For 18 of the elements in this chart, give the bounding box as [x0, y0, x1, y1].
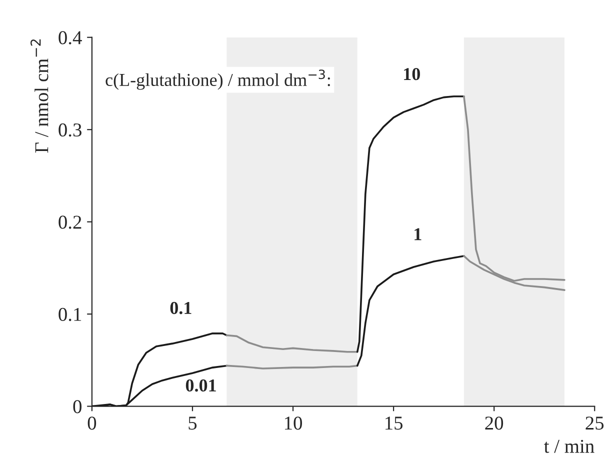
annotation: 1 — [414, 228, 422, 240]
x-axis-title: t / min — [544, 440, 594, 453]
annotation: 10 — [404, 68, 420, 80]
x-tick-label: 20 — [485, 416, 504, 430]
y-tick-label: 0.1 — [58, 308, 82, 322]
x-tick-label: 0 — [88, 416, 96, 430]
x-tick-label: 5 — [188, 416, 197, 430]
x-tick-label: 15 — [386, 416, 403, 430]
y-axis-title: Γ / nmol cm$^{−2}$ — [30, 39, 48, 153]
annotation: 0.1 — [170, 302, 192, 314]
x-tick-label: 25 — [586, 416, 604, 430]
annotation: c(L-glutathione) / mmol dm$^{−3}$: — [106, 70, 330, 90]
y-tick-label: 0.2 — [58, 216, 82, 229]
annotation: 0.01 — [186, 379, 216, 392]
y-tick-label: 0 — [73, 400, 82, 414]
x-tick-label: 10 — [285, 416, 302, 430]
y-tick-label: 0.3 — [58, 123, 82, 137]
y-tick-label: 0.4 — [58, 31, 82, 44]
